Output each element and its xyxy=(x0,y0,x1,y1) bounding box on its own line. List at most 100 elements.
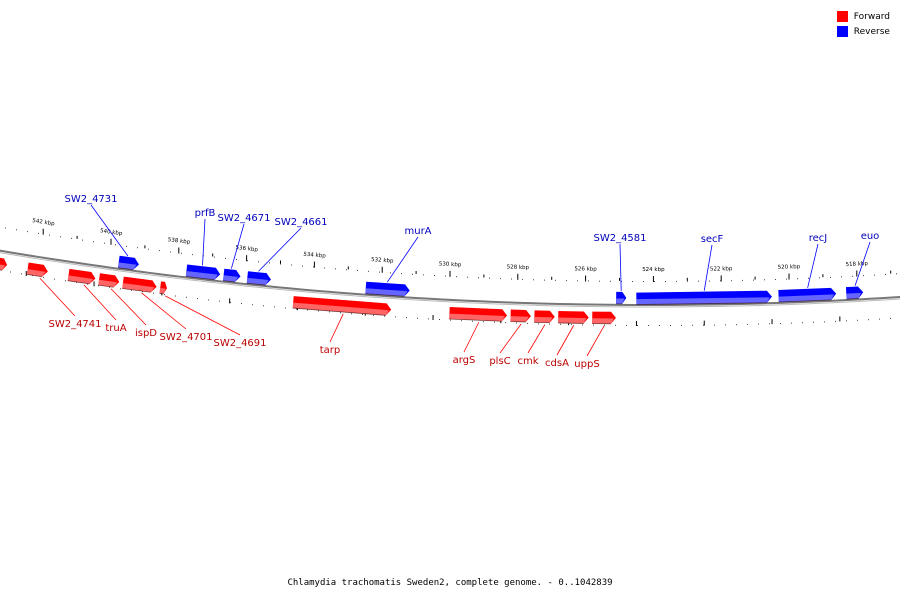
gene-highlight xyxy=(292,302,389,316)
minor-dot-top xyxy=(148,248,149,250)
tick-label: 528 kbp xyxy=(507,264,530,271)
gene-edge xyxy=(122,288,151,293)
minor-dot-top xyxy=(269,262,270,264)
minor-dot-top xyxy=(522,278,523,280)
minor-tick-dots xyxy=(5,227,897,326)
minor-dot-top xyxy=(236,259,237,260)
minor-dot-top xyxy=(258,261,259,263)
gene-reverse-SW2_4581[interactable] xyxy=(616,291,627,305)
minor-dot-bottom xyxy=(340,312,341,314)
minor-dot-bottom xyxy=(516,322,517,324)
minor-dot-bottom xyxy=(296,308,297,310)
minor-dot-top xyxy=(797,278,798,280)
gene-forward-ispD[interactable] xyxy=(98,273,120,288)
legend-swatch-forward xyxy=(836,11,848,22)
minor-dot-top xyxy=(687,280,688,282)
gene-label-leader xyxy=(586,325,605,357)
gene-forward-tarp[interactable] xyxy=(292,296,392,316)
gene-forward-cmk[interactable] xyxy=(534,310,555,324)
minor-dot-bottom xyxy=(175,295,176,297)
gene-label-leader xyxy=(83,284,117,321)
gene-edge xyxy=(117,267,134,271)
gene-forward-truA[interactable] xyxy=(67,268,97,285)
minor-dot-bottom xyxy=(197,298,198,300)
minor-dot-bottom xyxy=(758,323,759,325)
minor-dot-bottom xyxy=(846,320,847,322)
minor-dot-bottom xyxy=(659,325,660,326)
tick-label: 524 kbp xyxy=(642,267,665,273)
minor-dot-bottom xyxy=(373,314,374,316)
gene-label-SW2_4581: SW2_4581 xyxy=(593,233,646,244)
gene-reverse-secF[interactable] xyxy=(636,290,772,305)
minor-dot-bottom xyxy=(329,311,330,313)
gene-label-leader xyxy=(202,218,206,266)
gene-reverse-SW2_4661[interactable] xyxy=(246,271,272,286)
minor-dot-top xyxy=(467,276,468,278)
minor-dot-bottom xyxy=(736,324,737,326)
minor-dot-bottom xyxy=(54,278,55,280)
tick-label: 542 kbp xyxy=(32,218,56,227)
minor-dot-top xyxy=(511,278,512,280)
minor-dot-bottom xyxy=(263,305,264,307)
minor-dot-bottom xyxy=(780,323,781,324)
minor-dot-top xyxy=(786,278,787,280)
minor-dot-top xyxy=(775,279,776,280)
minor-dot-top xyxy=(742,279,743,281)
gene-highlight xyxy=(636,297,770,305)
minor-dot-top xyxy=(610,280,611,282)
minor-dot-bottom xyxy=(868,319,869,321)
minor-dot-top xyxy=(665,281,666,282)
gene-reverse-recJ[interactable] xyxy=(778,287,837,303)
minor-dot-top xyxy=(313,266,314,268)
minor-dot-bottom xyxy=(725,324,726,326)
gene-highlight xyxy=(558,317,587,324)
minor-dot-top xyxy=(16,229,17,231)
gene-label-leader xyxy=(39,277,76,317)
gene-label-tarp: tarp xyxy=(320,345,341,356)
minor-dot-top xyxy=(71,237,72,239)
minor-dot-top xyxy=(698,280,699,282)
gene-forward-unnamed[interactable] xyxy=(0,257,8,271)
gene-reverse-euo[interactable] xyxy=(845,286,864,300)
gene-reverse-prfB[interactable] xyxy=(185,264,221,281)
minor-dot-bottom xyxy=(769,323,770,325)
minor-dot-top xyxy=(764,279,765,281)
minor-dot-bottom xyxy=(65,280,66,282)
gene-forward-plsC[interactable] xyxy=(510,309,531,323)
gene-highlight xyxy=(616,298,625,304)
gene-forward-SW2_4701[interactable] xyxy=(122,276,157,293)
gene-forward-cdsA[interactable] xyxy=(558,310,589,324)
minor-dot-top xyxy=(390,272,391,274)
minor-dot-bottom xyxy=(10,271,11,273)
minor-dot-top xyxy=(115,244,116,246)
minor-dot-bottom xyxy=(241,303,242,304)
gene-label-ispD: ispD xyxy=(135,328,157,339)
gene-reverse-murA[interactable] xyxy=(365,281,410,297)
minor-dot-bottom xyxy=(87,283,88,285)
minor-dot-bottom xyxy=(307,309,308,311)
gene-label-SW2_4671: SW2_4671 xyxy=(217,213,270,224)
gene-forward-uppS[interactable] xyxy=(592,311,616,325)
minor-dot-top xyxy=(841,276,842,278)
gene-reverse-SW2_4671[interactable] xyxy=(222,268,241,283)
minor-dot-bottom xyxy=(450,319,451,321)
minor-dot-top xyxy=(60,236,61,238)
gene-highlight xyxy=(67,275,94,284)
minor-dot-top xyxy=(621,280,622,282)
gene-label-murA: murA xyxy=(404,226,431,237)
minor-dot-top xyxy=(214,256,215,258)
minor-dot-top xyxy=(643,281,644,282)
gene-label-SW2_4701: SW2_4701 xyxy=(159,332,212,343)
minor-dot-top xyxy=(676,280,677,282)
gene-edge xyxy=(246,282,266,286)
gene-forward-argS[interactable] xyxy=(449,306,508,322)
gene-reverse-SW2_4731[interactable] xyxy=(117,255,140,271)
minor-dot-bottom xyxy=(406,317,407,319)
gene-edge xyxy=(449,318,502,322)
gene-label-leader xyxy=(854,241,871,286)
gene-forward-SW2_4741[interactable] xyxy=(26,262,49,278)
tick-label: 538 kbp xyxy=(167,237,190,246)
gene-forward-SW2_4691[interactable] xyxy=(159,281,168,295)
gene-label-leader xyxy=(230,223,245,269)
